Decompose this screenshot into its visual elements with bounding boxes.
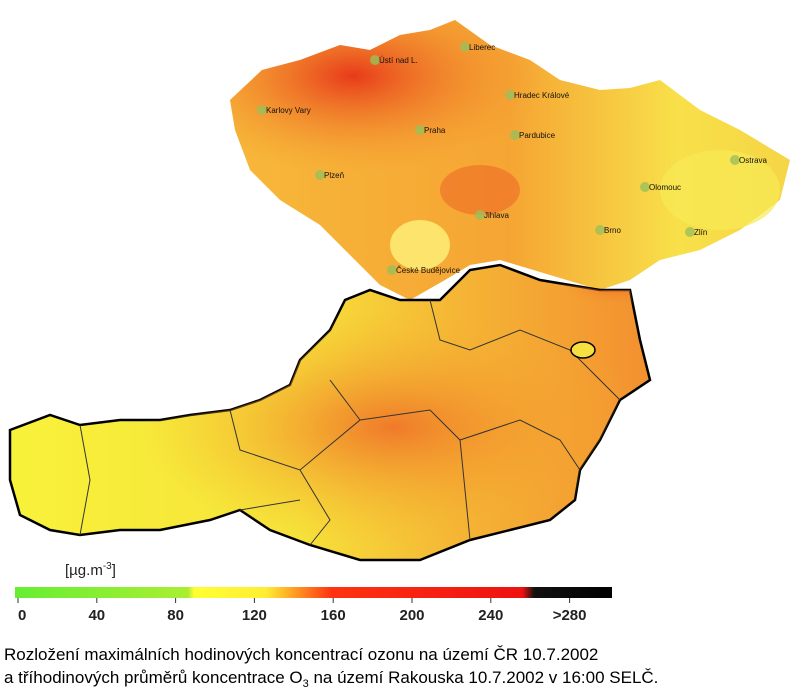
scale-tick-label: 80 (167, 607, 184, 624)
city-label: Liberec (469, 43, 495, 52)
city-label: Karlovy Vary (266, 106, 311, 115)
city-label: Pardubice (519, 131, 556, 140)
czech-region (230, 20, 790, 300)
scale-tick-label: 120 (242, 607, 267, 624)
scale-tick-label: 200 (399, 607, 424, 624)
city-marker (257, 105, 267, 115)
caption-line1: Rozložení maximálních hodinových koncent… (4, 645, 598, 664)
city-label: Jihlava (484, 211, 509, 220)
city-label: Brno (604, 226, 621, 235)
unit-text: [µg.m (65, 562, 103, 579)
caption-sub: 3 (303, 678, 309, 689)
city-marker (640, 182, 650, 192)
scale-tick-label: >280 (553, 607, 587, 624)
city-marker (685, 227, 695, 237)
city-marker (595, 225, 605, 235)
scale-tick-label: 160 (321, 607, 346, 624)
city-label: Ústí nad L. (379, 56, 418, 65)
city-label: Olomouc (649, 183, 681, 192)
color-scale (15, 587, 612, 598)
city-label: Praha (424, 126, 446, 135)
city-marker (505, 90, 515, 100)
caption-line2: a tříhodinových průměrů koncentrace O3 n… (4, 668, 658, 689)
austria-region (8, 263, 652, 562)
caption-text: a tříhodinových průměrů koncentrace O (4, 668, 303, 687)
city-label: Zlín (694, 228, 707, 237)
scale-tick-label: 0 (18, 607, 26, 624)
city-marker (475, 210, 485, 220)
unit-end: ] (112, 562, 116, 579)
unit-sup: -3 (103, 561, 112, 572)
city-marker (510, 130, 520, 140)
city-label: Plzeň (324, 171, 344, 180)
city-label: Ostrava (739, 156, 768, 165)
caption-end: na území Rakouska 10.7.2002 v 16:00 SELČ… (309, 668, 659, 687)
city-marker (415, 125, 425, 135)
city-labels: Ústí nad L. Liberec Karlovy Vary Hradec Krá… (257, 42, 768, 275)
unit-label: [µg.m-3] (65, 561, 116, 579)
scale-tick-label: 240 (478, 607, 503, 624)
city-marker (387, 265, 397, 275)
city-label: Hradec Králové (514, 91, 570, 100)
city-label: České Budějovice (396, 266, 461, 275)
city-marker (370, 55, 380, 65)
city-marker (730, 155, 740, 165)
city-marker (460, 42, 470, 52)
scale-ticks: 0 40 80 120 160 200 240 >280 (17, 598, 587, 624)
city-marker (315, 170, 325, 180)
scale-tick-label: 40 (88, 607, 105, 624)
